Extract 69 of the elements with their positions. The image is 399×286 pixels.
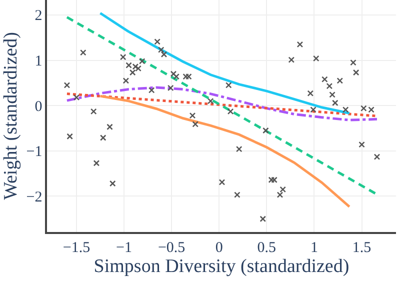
x-tick-label: 1 — [310, 240, 318, 256]
point — [138, 58, 146, 64]
point — [310, 106, 316, 113]
x-tick-label: 0 — [215, 240, 223, 256]
point — [329, 92, 336, 98]
point — [374, 154, 380, 160]
point — [268, 176, 275, 184]
point — [260, 216, 266, 222]
point — [189, 112, 196, 119]
point — [135, 65, 142, 72]
point — [296, 41, 304, 48]
point — [236, 146, 242, 152]
point — [160, 51, 168, 58]
x-tick-label: 0.5 — [257, 240, 276, 256]
y-axis-title: Weight (standardized) — [0, 32, 22, 200]
point — [73, 94, 80, 101]
point — [109, 180, 116, 187]
point — [64, 82, 70, 88]
y-tick-label: 2 — [34, 8, 42, 24]
point — [352, 69, 360, 76]
point — [90, 108, 97, 115]
point — [312, 55, 320, 62]
point — [120, 54, 126, 60]
x-tick-label: −1.5 — [62, 240, 90, 256]
point — [307, 90, 314, 96]
point — [342, 106, 349, 113]
point — [218, 179, 226, 186]
y-tick-label: −2 — [26, 189, 42, 206]
point — [66, 133, 73, 140]
point — [227, 108, 234, 115]
point — [326, 82, 333, 90]
y-tick-label: 1 — [34, 54, 42, 70]
point — [93, 160, 100, 166]
point — [129, 69, 136, 76]
y-tick-label: −1 — [26, 144, 42, 160]
point — [148, 87, 155, 94]
point — [170, 70, 177, 78]
point — [280, 186, 286, 193]
x-tick-label: 1.5 — [352, 240, 372, 256]
point — [262, 127, 269, 134]
point — [207, 98, 214, 104]
point — [182, 73, 189, 80]
line-series — [99, 94, 351, 208]
point — [234, 192, 240, 198]
point — [358, 141, 365, 148]
point — [158, 46, 164, 53]
point — [271, 176, 278, 184]
point — [322, 76, 328, 82]
point — [106, 124, 113, 130]
point — [167, 84, 174, 92]
line-series — [66, 86, 378, 122]
x-tick-label: −0.5 — [158, 240, 186, 256]
point — [350, 59, 356, 66]
point — [173, 73, 180, 80]
x-tick-label: −1 — [116, 240, 132, 256]
point — [100, 134, 106, 141]
point — [80, 49, 86, 56]
point — [154, 38, 160, 45]
point — [288, 56, 295, 63]
y-tick-label: 0 — [34, 98, 42, 115]
point — [332, 100, 338, 106]
point — [192, 121, 198, 128]
point — [122, 78, 130, 84]
point — [186, 73, 192, 80]
point — [336, 78, 344, 84]
point — [276, 192, 284, 198]
line-series — [99, 12, 351, 115]
x-axis-title: Simpson Diversity (standardized) — [94, 256, 350, 278]
point — [225, 82, 232, 88]
